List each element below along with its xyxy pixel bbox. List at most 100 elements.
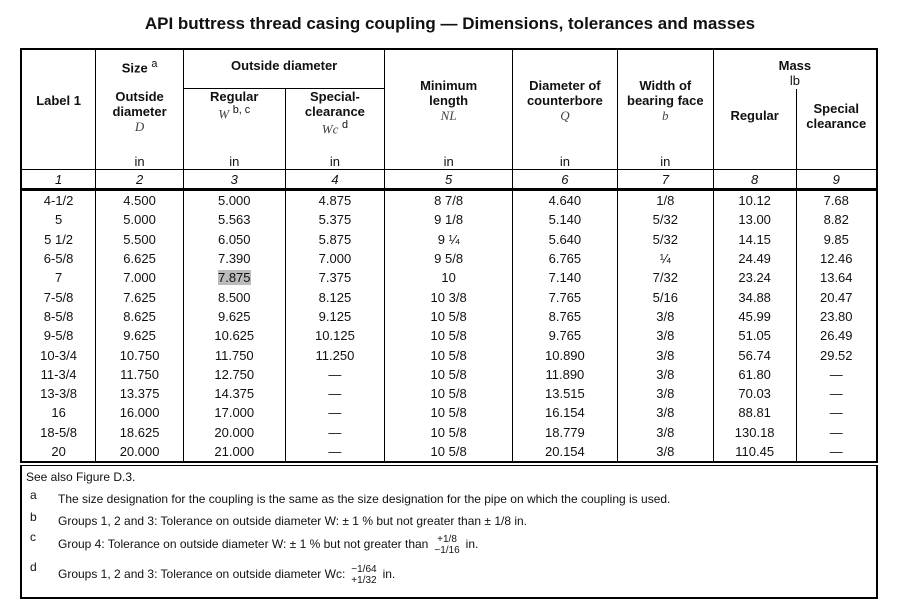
table-cell: 7.625 <box>95 287 184 307</box>
header-mass: Mass lb <box>712 49 877 89</box>
table-cell: 5.875 <box>284 229 385 249</box>
table-cell: 3/8 <box>616 364 714 384</box>
header-mass-regular: Regular <box>712 88 797 143</box>
table-cell: 8.82 <box>795 210 877 230</box>
table-cell: 7.375 <box>284 268 385 288</box>
table-cell: 10 5/8 <box>384 422 513 442</box>
table-title: API buttress thread casing coupling — Di… <box>144 14 756 33</box>
table-cell: 9.625 <box>182 306 286 327</box>
column-number: 8 <box>712 169 797 191</box>
header-counterbore: Diameter of counterbore Q <box>511 49 618 143</box>
unit: in <box>511 143 618 170</box>
table-cell: 10 5/8 <box>384 441 513 463</box>
table-cell: 3/8 <box>616 422 714 442</box>
table-cell: 10 5/8 <box>384 383 513 404</box>
column-number: 4 <box>284 169 385 191</box>
table-cell: 10 5/8 <box>384 326 513 346</box>
table-cell: 7.68 <box>795 189 877 211</box>
table-cell: — <box>284 403 385 423</box>
table-cell: 5.375 <box>284 210 385 230</box>
table-row: 8-5/8 8.625 9.625 9.125 10 5/8 8.765 3/8 45.99 2… <box>20 306 877 327</box>
header-outside-diameter: Outside diameter <box>182 49 385 89</box>
table-cell: — <box>284 383 385 404</box>
table-cell: 6.765 <box>511 248 618 269</box>
table-cell: 7 <box>20 268 96 288</box>
table-cell: 51.05 <box>712 326 797 346</box>
table-row: 5 1/2 5.500 6.050 5.875 9 ¼ 5.640 5/32 14.15 9.8… <box>20 229 877 249</box>
table-cell: 10 3/8 <box>384 287 513 307</box>
table-cell: 13.515 <box>511 383 618 404</box>
table-cell: 4-1/2 <box>20 189 96 211</box>
footnotes: See also Figure D.3. a The size designati… <box>20 465 878 599</box>
table-cell: 7.390 <box>182 248 286 269</box>
table-cell: 110.45 <box>712 441 797 463</box>
table-cell: 3/8 <box>616 441 714 463</box>
table-cell: 16 <box>20 403 96 423</box>
dimensions-table: Label 1 Size a Outside diameter Minimum … <box>20 48 878 464</box>
table-cell: 13-3/8 <box>20 383 96 404</box>
table-cell: 20.154 <box>511 441 618 463</box>
table-cell: 18-5/8 <box>20 422 96 442</box>
table-cell: 16.000 <box>95 403 184 423</box>
table-cell: ¼ <box>616 248 714 269</box>
table-cell: 9.85 <box>795 229 877 249</box>
table-cell: 29.52 <box>795 345 877 365</box>
table-row: 13-3/8 13.375 14.375—10 5/8 13.515 3/8 70.03— <box>20 383 877 404</box>
table-cell: 56.74 <box>712 345 797 365</box>
table-cell: 10.890 <box>511 345 618 365</box>
table-cell: 12.750 <box>182 364 286 384</box>
table-cell: 1/8 <box>616 189 714 211</box>
table-cell: — <box>795 383 877 404</box>
table-cell: — <box>795 422 877 442</box>
table-cell: 23.24 <box>712 268 797 288</box>
table-cell: 24.49 <box>712 248 797 269</box>
table-cell: 5.000 <box>182 189 286 211</box>
table-cell: 5/32 <box>616 210 714 230</box>
table-cell: 6.050 <box>182 229 286 249</box>
column-number: 7 <box>616 169 714 191</box>
table-cell: 7.000 <box>284 248 385 269</box>
table-cell: 14.375 <box>182 383 286 404</box>
table-cell: 6-5/8 <box>20 248 96 269</box>
table-cell: 9.625 <box>95 326 184 346</box>
table-cell: 61.80 <box>712 364 797 384</box>
table-cell: 11.750 <box>182 345 286 365</box>
table-cell: 5 1/2 <box>20 229 96 249</box>
table-cell: 13.00 <box>712 210 797 230</box>
table-cell: 20 <box>20 441 96 463</box>
table-cell: — <box>795 364 877 384</box>
table-cell: 9 1/8 <box>384 210 513 230</box>
table-cell: — <box>284 364 385 384</box>
unit: in <box>182 143 286 170</box>
unit: in <box>95 143 184 170</box>
table-cell: 10 5/8 <box>384 364 513 384</box>
table-cell: 10.750 <box>95 345 184 365</box>
table-cell: 21.000 <box>182 441 286 463</box>
table-cell: 9 ¼ <box>384 229 513 249</box>
table-cell: 10-3/4 <box>20 345 96 365</box>
table-cell: 9 5/8 <box>384 248 513 269</box>
table-cell: 88.81 <box>712 403 797 423</box>
header-size: Size a <box>95 49 184 89</box>
header-size-od: Outside diameter D <box>95 88 184 143</box>
table-cell: 10 5/8 <box>384 403 513 423</box>
table-cell: 7/32 <box>616 268 714 288</box>
table-cell: 7-5/8 <box>20 287 96 307</box>
table-cell: 5/16 <box>616 287 714 307</box>
table-cell: 10 5/8 <box>384 345 513 365</box>
table-cell: 3/8 <box>616 403 714 423</box>
table-cell: 3/8 <box>616 345 714 365</box>
header-mass-special: Special clearance <box>795 88 877 143</box>
table-cell: 4.875 <box>284 189 385 211</box>
table-cell: 17.000 <box>182 403 286 423</box>
header-min-length: Minimum length NL <box>384 49 513 143</box>
table-cell: 5.140 <box>511 210 618 230</box>
table-row: 4-1/2 4.500 5.000 4.875 8 7/8 4.640 1/8 10.12 7.… <box>20 189 877 211</box>
table-cell: 130.18 <box>712 422 797 442</box>
table-cell: 13.375 <box>95 383 184 404</box>
header-special-clearance: Special-clearance Wc d <box>284 88 385 143</box>
table-cell: 11-3/4 <box>20 364 96 384</box>
table-cell: 10.125 <box>284 326 385 346</box>
table-cell: 11.750 <box>95 364 184 384</box>
header-regular: Regular W b, c <box>182 88 286 143</box>
